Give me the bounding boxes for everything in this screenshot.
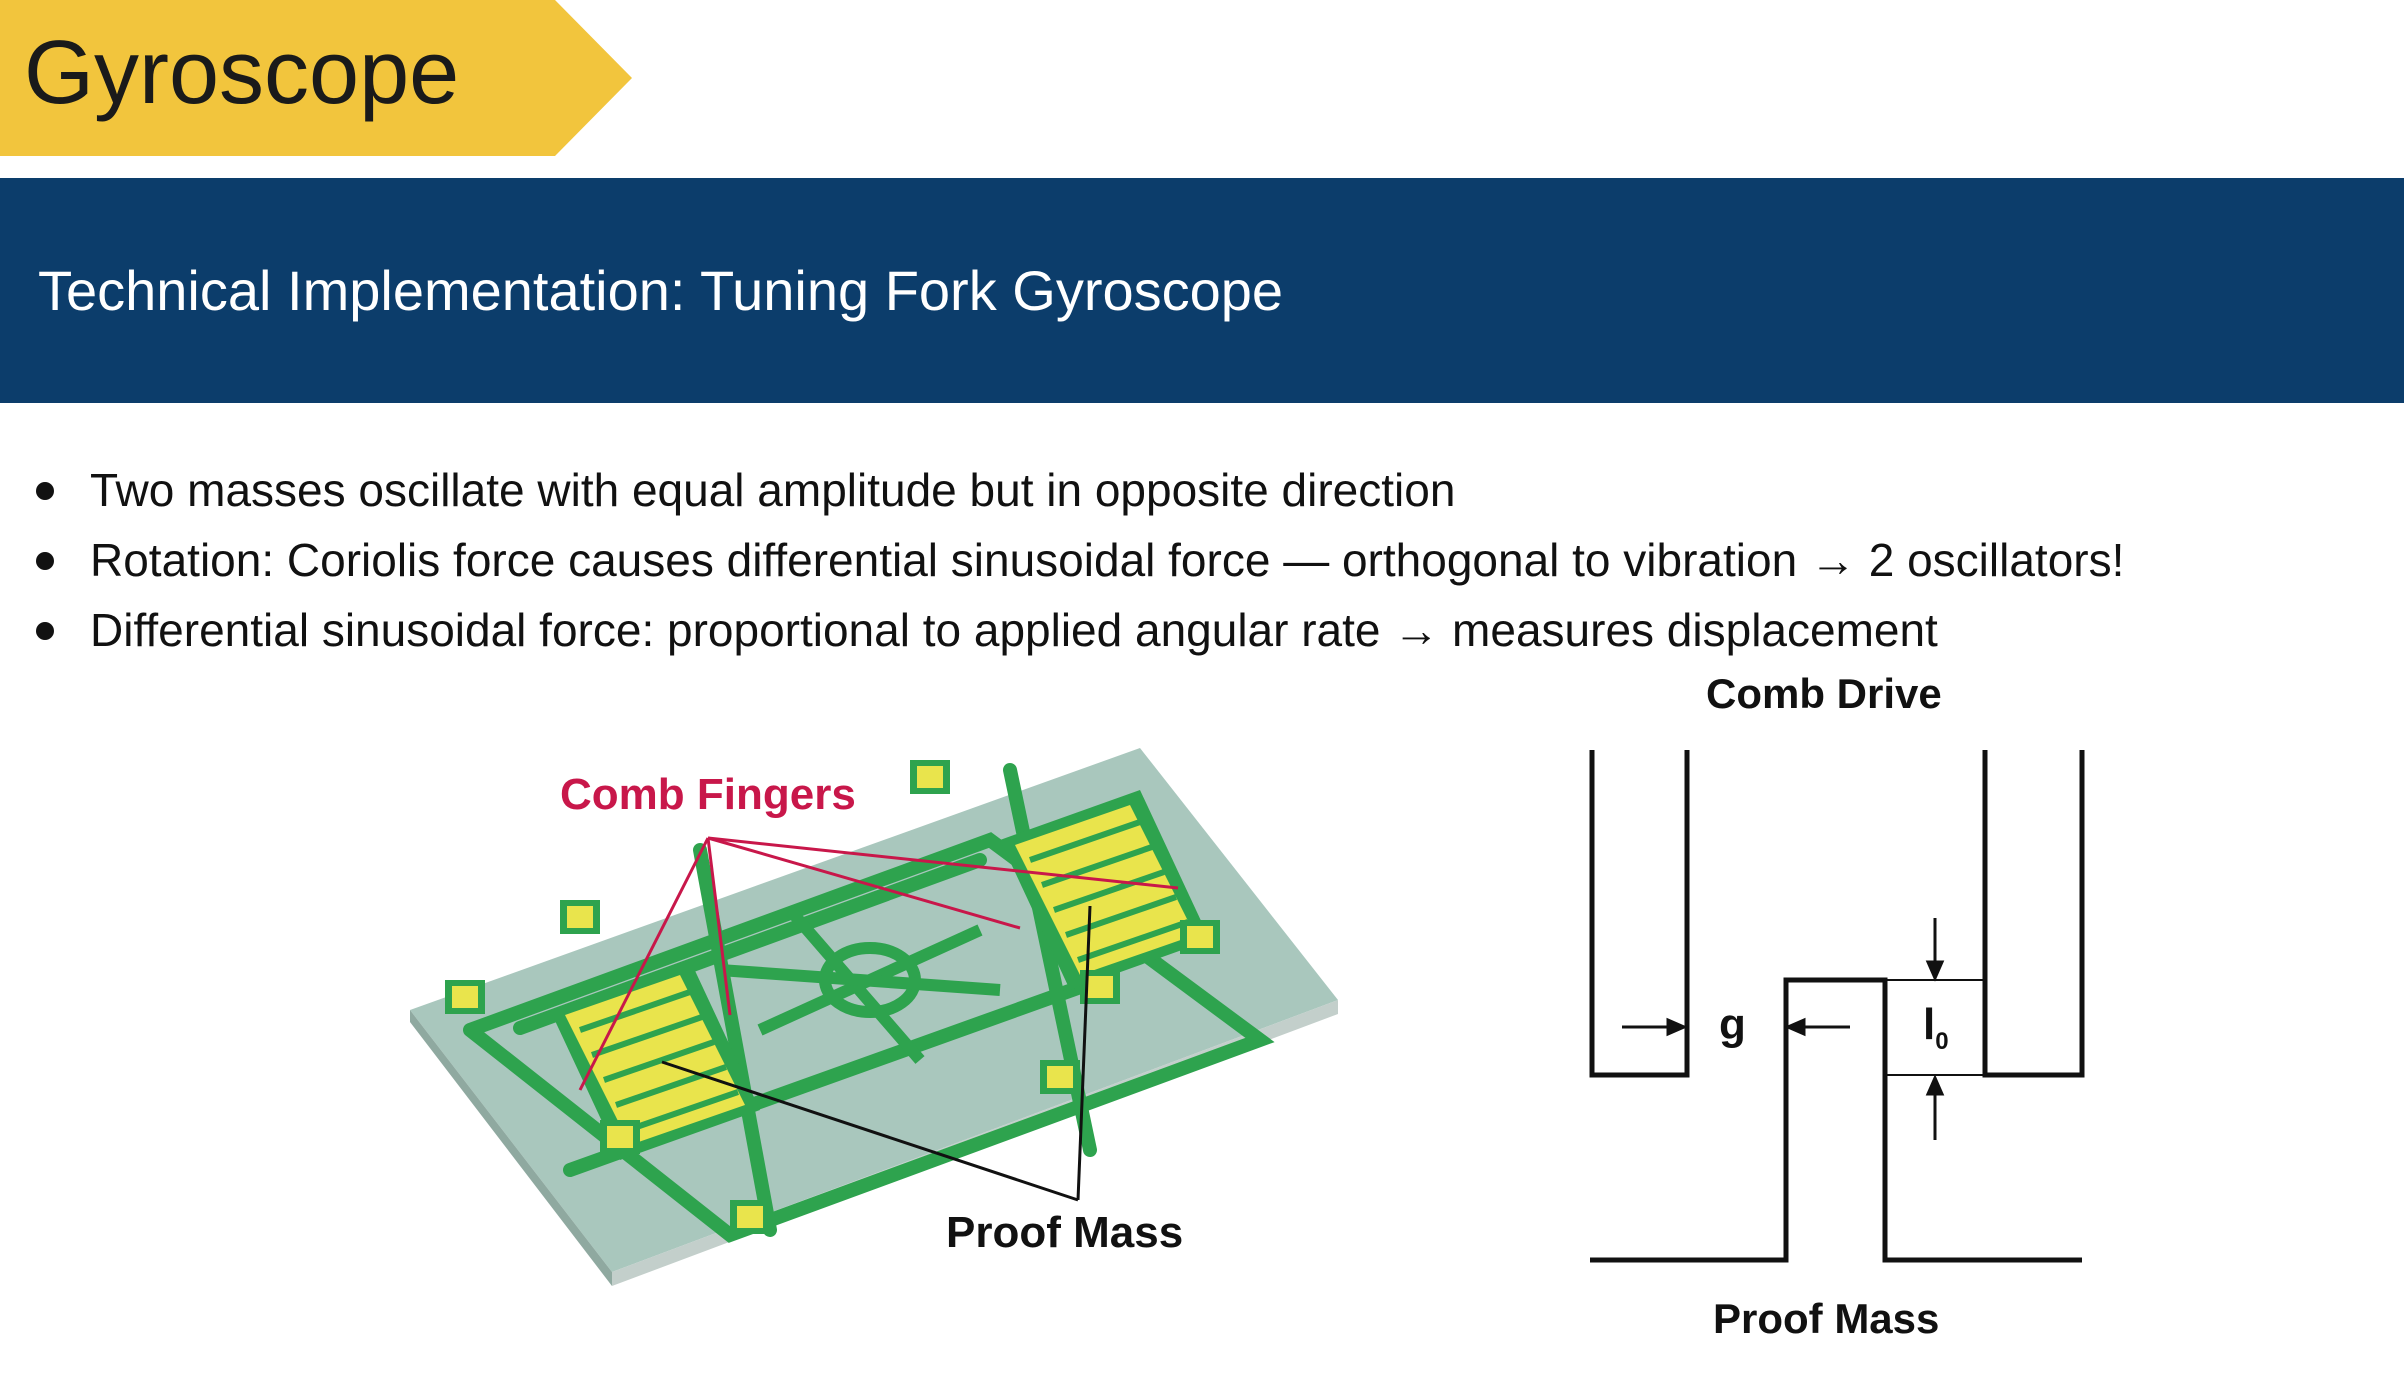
comb-fingers-callout-lines bbox=[578, 836, 1179, 1091]
bullet-text: Two masses oscillate with equal amplitud… bbox=[90, 464, 1456, 516]
proof-mass-label: Proof Mass bbox=[946, 1208, 1184, 1257]
overlap-label-group: l0 bbox=[1923, 1000, 1949, 1056]
gyroscope-illustration: Comb Fingers Proof Mass bbox=[400, 730, 1360, 1290]
proof-mass-callout-lines bbox=[661, 905, 1092, 1202]
comb-drive-title: Comb Drive bbox=[1706, 670, 1942, 717]
bullet-dot bbox=[36, 622, 54, 640]
overlap-subscript: 0 bbox=[1935, 1027, 1949, 1055]
slide-title: Gyroscope bbox=[24, 23, 460, 123]
title-tab-shape bbox=[0, 0, 632, 156]
gap-label: g bbox=[1719, 1000, 1746, 1049]
title-tab: Gyroscope bbox=[0, 0, 640, 156]
bullet-text: Rotation: Coriolis force causes differen… bbox=[90, 534, 2125, 586]
comb-drive-diagram: Comb Drive g l0 Proof bbox=[1560, 670, 2120, 1360]
overlap-label: l bbox=[1923, 1000, 1936, 1049]
bullet-dot bbox=[36, 482, 54, 500]
right-proof-mass bbox=[1000, 790, 1210, 990]
comb-fingers-label: Comb Fingers bbox=[560, 770, 856, 819]
bullet-list: Two masses oscillate with equal amplitud… bbox=[30, 455, 2124, 665]
slide-subtitle: Technical Implementation: Tuning Fork Gy… bbox=[38, 259, 1284, 322]
left-proof-mass bbox=[550, 960, 760, 1160]
comb-drive-proof-mass-label: Proof Mass bbox=[1713, 1295, 1940, 1342]
comb-drive-schematic bbox=[1589, 750, 2085, 1263]
bullet-item: Differential sinusoidal force: proportio… bbox=[30, 595, 2124, 665]
bullet-item: Two masses oscillate with equal amplitud… bbox=[30, 455, 2124, 525]
mems-structure-drawing bbox=[410, 748, 1338, 1286]
subtitle-banner: Technical Implementation: Tuning Fork Gy… bbox=[0, 178, 2404, 403]
bullet-text: Differential sinusoidal force: proportio… bbox=[90, 604, 1938, 656]
bullet-dot bbox=[36, 552, 54, 570]
bullet-item: Rotation: Coriolis force causes differen… bbox=[30, 525, 2124, 595]
